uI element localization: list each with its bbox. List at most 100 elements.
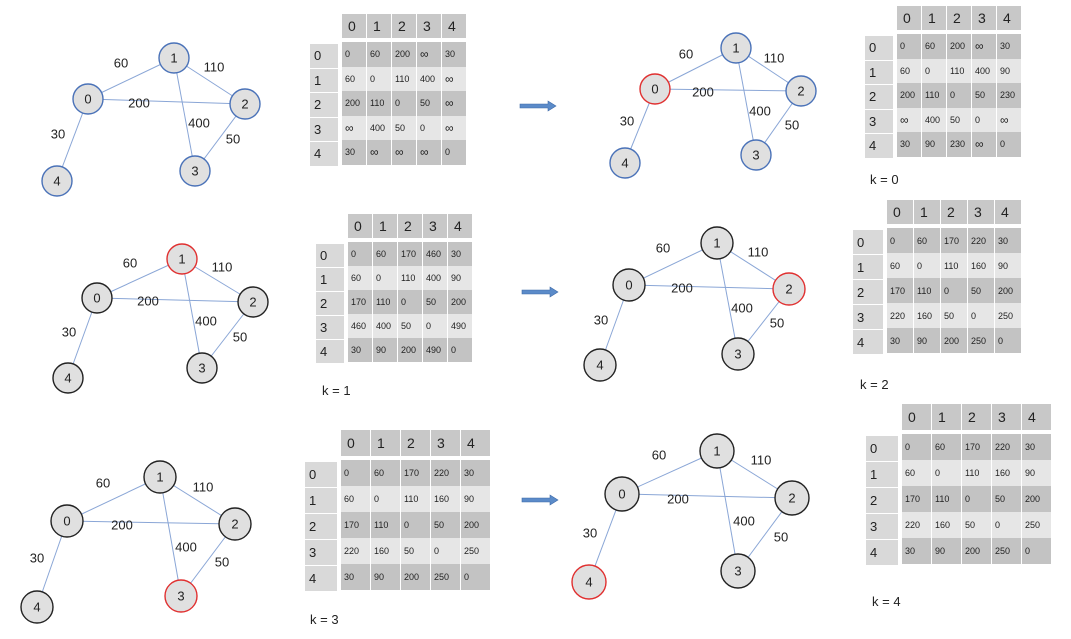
matrix-cell: 30 — [461, 460, 491, 486]
matrix-cell: 230 — [947, 132, 972, 157]
matrix-cell: 170 — [398, 242, 423, 266]
row-header: 2 — [866, 488, 898, 514]
matrix-body: 0 60 170 220 30 60 0 110 160 90 170 110 0 50 200 220 160… — [887, 228, 1022, 353]
matrix-cell: 30 — [887, 328, 914, 353]
matrix-row: 60 0 110 160 90 — [341, 486, 491, 512]
matrix-cell: 160 — [968, 253, 995, 278]
node-label: 3 — [177, 588, 184, 603]
matrix-cell: 0 — [398, 290, 423, 314]
matrix-cell: 0 — [972, 107, 997, 132]
node-label: 3 — [734, 563, 741, 578]
edge-weight-label: 400 — [733, 513, 755, 528]
matrix-row: 60 0 110 160 90 — [887, 253, 1022, 278]
matrix-cell: 400 — [417, 66, 442, 91]
row-header: 1 — [316, 268, 344, 292]
matrix-cell: 400 — [922, 107, 947, 132]
matrix-cell: ∞ — [417, 140, 442, 165]
column-header: 1 — [373, 214, 398, 238]
row-header: 0 — [853, 230, 883, 255]
column-header: 2 — [398, 214, 423, 238]
edge-weight-label: 110 — [204, 59, 225, 74]
matrix-cell: ∞ — [442, 66, 467, 91]
node-label: 1 — [156, 469, 163, 484]
node-3 — [720, 553, 756, 589]
node-0 — [612, 268, 646, 302]
edge-weight-label: 30 — [594, 312, 608, 327]
edge-weight-label: 400 — [749, 103, 771, 118]
row-header: 4 — [310, 142, 338, 167]
edge-weight-label: 200 — [671, 280, 693, 295]
matrix-cell: 60 — [348, 266, 373, 290]
matrix-cell: 0 — [448, 338, 473, 362]
row-header: 0 — [310, 44, 338, 69]
row-header: 3 — [310, 117, 338, 142]
edge-weight-label: 60 — [114, 55, 128, 70]
matrix-cell: 220 — [992, 434, 1022, 460]
row-header: 0 — [316, 244, 344, 268]
edge-weight-label: 50 — [226, 131, 240, 146]
matrix-cell: 30 — [342, 140, 367, 165]
edge-weight-label: 200 — [111, 517, 133, 532]
node-label: 2 — [788, 490, 795, 505]
edge-weight-label: 50 — [215, 554, 229, 569]
column-header: 4 — [995, 200, 1022, 224]
matrix-cell: 490 — [448, 314, 473, 338]
matrix-cell: 50 — [968, 278, 995, 303]
edge-weight-label: 400 — [195, 313, 217, 328]
node-label: 1 — [713, 235, 720, 250]
matrix-body: 0 60 200 ∞ 30 60 0 110 400 90 200 110 0 50 230 ∞ 400 50 0 ∞… — [897, 34, 1022, 157]
matrix-cell: 230 — [997, 83, 1022, 108]
column-header: 1 — [914, 200, 941, 224]
matrix-cell: 90 — [373, 338, 398, 362]
matrix-row: 60 0 110 160 90 — [902, 460, 1052, 486]
node-label: 4 — [585, 574, 592, 589]
matrix-cell: 60 — [367, 42, 392, 67]
matrix-cell: ∞ — [392, 140, 417, 165]
edge-weight-label: 110 — [751, 452, 772, 467]
node-3 — [179, 155, 211, 187]
matrix-cell: 0 — [941, 278, 968, 303]
matrix-row: 0 60 200 ∞ 30 — [897, 34, 1022, 59]
matrix-cell: 50 — [941, 303, 968, 328]
edge-weight-label: 400 — [175, 539, 197, 554]
matrix-row: 170 110 0 50 200 — [348, 290, 473, 314]
row-header: 1 — [305, 488, 337, 514]
edge-weight-label: 110 — [748, 244, 769, 259]
matrix-row: 30 90 200 250 0 — [341, 564, 491, 590]
edge-weight-label: 30 — [51, 126, 65, 141]
matrix-row: 220 160 50 0 250 — [341, 538, 491, 564]
row-header: 0 — [305, 462, 337, 488]
matrix-cell: 460 — [423, 242, 448, 266]
edge-weight-label: 50 — [785, 117, 799, 132]
matrix-row: 220 160 50 0 250 — [887, 303, 1022, 328]
node-1 — [158, 42, 190, 74]
matrix-cell: 110 — [392, 66, 417, 91]
node-0 — [50, 504, 84, 538]
matrix-cell: ∞ — [997, 107, 1022, 132]
row-header: 3 — [316, 316, 344, 340]
matrix-cell: 0 — [897, 34, 922, 59]
matrix-cell: 0 — [902, 434, 932, 460]
node-3 — [721, 337, 755, 371]
node-2 — [229, 88, 261, 120]
node-1 — [720, 32, 752, 64]
matrix-cell: 50 — [992, 486, 1022, 512]
matrix-cell: 0 — [367, 66, 392, 91]
edge-weight-label: 60 — [96, 475, 110, 490]
edge-0-1 — [66, 476, 161, 522]
iteration-label: k = 1 — [322, 383, 351, 398]
matrix-cell: 170 — [348, 290, 373, 314]
matrix-body: 0 60 170 220 30 60 0 110 160 90 170 110 0 50 200 220 160… — [902, 434, 1052, 564]
matrix-cell: 60 — [341, 486, 371, 512]
matrix-cell: 110 — [914, 278, 941, 303]
matrix-cell: 30 — [995, 228, 1022, 253]
column-header: 2 — [962, 404, 992, 430]
matrix-row: 200 110 0 50 ∞ — [342, 91, 467, 116]
matrix-row: 170 110 0 50 200 — [887, 278, 1022, 303]
node-2 — [218, 507, 252, 541]
matrix-cell: 170 — [341, 512, 371, 538]
matrix-cell: 220 — [341, 538, 371, 564]
